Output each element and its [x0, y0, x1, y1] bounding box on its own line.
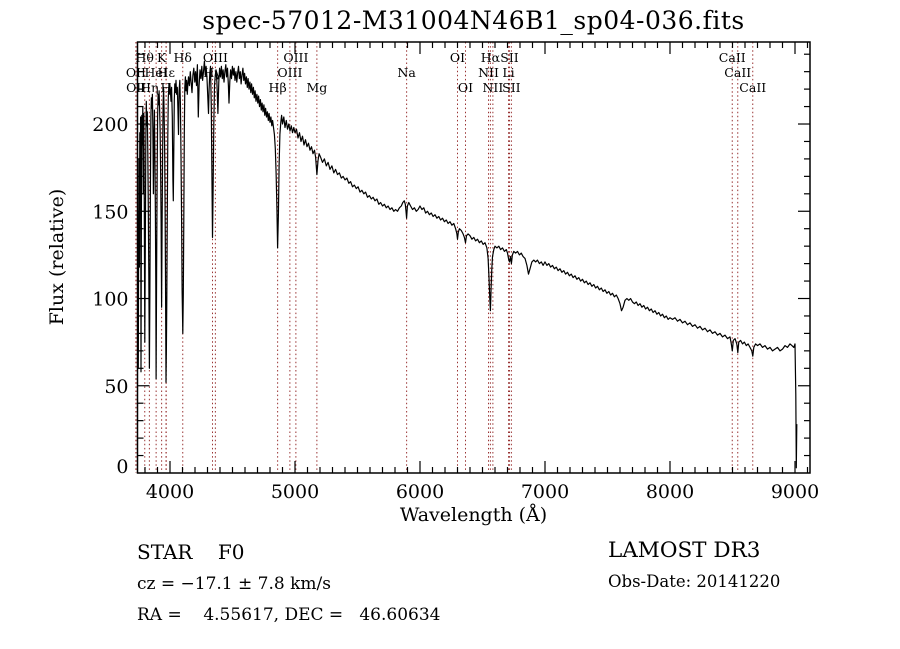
spectral-line-label: CaII: [724, 65, 751, 80]
x-tick-label: 6000: [396, 481, 444, 503]
spectral-line-label: Hα: [481, 50, 501, 65]
spectral-line-label: OI: [450, 50, 465, 65]
x-tick-label: 9000: [771, 481, 819, 503]
object-class-label: STAR F0: [137, 540, 245, 564]
spectral-line-label: CaII: [739, 80, 766, 95]
spectral-line-label: SII: [500, 50, 519, 65]
spectral-line-label: Na: [397, 65, 416, 80]
spectral-line-label: OI: [458, 80, 473, 95]
spectral-line-label: Hβ: [269, 80, 287, 95]
y-tick-label: 50: [104, 376, 128, 398]
y-tick-label: 100: [92, 289, 128, 311]
x-tick-label: 8000: [646, 481, 694, 503]
spectral-line-label: OII: [126, 65, 146, 80]
spectral-line-label: Hε: [158, 65, 175, 80]
y-tick-label: 0: [116, 456, 128, 478]
spectral-line-label: CaII: [719, 50, 746, 65]
spectral-line-label: OIII: [277, 65, 302, 80]
spectral-line-label: H: [161, 80, 172, 95]
spectral-line-label: Hη: [140, 80, 158, 95]
spectral-line-label: K: [157, 50, 167, 65]
y-tick-label: 200: [92, 114, 128, 136]
spectral-line-label: OIII: [203, 50, 228, 65]
spectral-line-label: Mg: [306, 80, 327, 95]
spectral-line-label: HeI: [145, 65, 168, 80]
spectral-line-label: Hδ: [174, 50, 192, 65]
obs-date-label: Obs-Date: 20141220: [608, 572, 781, 591]
plot-frame: [136, 41, 811, 474]
y-tick-label: 150: [92, 201, 128, 223]
x-axis-title: Wavelength (Å): [399, 504, 548, 526]
spectral-line-label: NII: [482, 80, 503, 95]
spectral-line-label: Hγ: [203, 65, 221, 80]
page-title: spec-57012-M31004N46B1_sp04-036.fits: [202, 6, 745, 35]
ra-dec-label: RA = 4.55617, DEC = 46.60634: [137, 605, 441, 625]
spectral-line-label: SII: [502, 80, 521, 95]
x-tick-label: 7000: [521, 481, 569, 503]
x-tick-label: 4000: [146, 481, 194, 503]
x-tick-label: 5000: [271, 481, 319, 503]
spectral-line-label: Li: [502, 65, 514, 80]
spectral-line-label: Hθ: [136, 50, 154, 65]
spectral-line-label: OIII: [283, 50, 308, 65]
spectral-line-label: OII: [126, 80, 146, 95]
spectrum-trace: [136, 60, 798, 469]
survey-label: LAMOST DR3: [608, 538, 761, 563]
radial-velocity-label: cz = −17.1 ± 7.8 km/s: [137, 574, 331, 594]
spectral-line-label: NII: [478, 65, 499, 80]
